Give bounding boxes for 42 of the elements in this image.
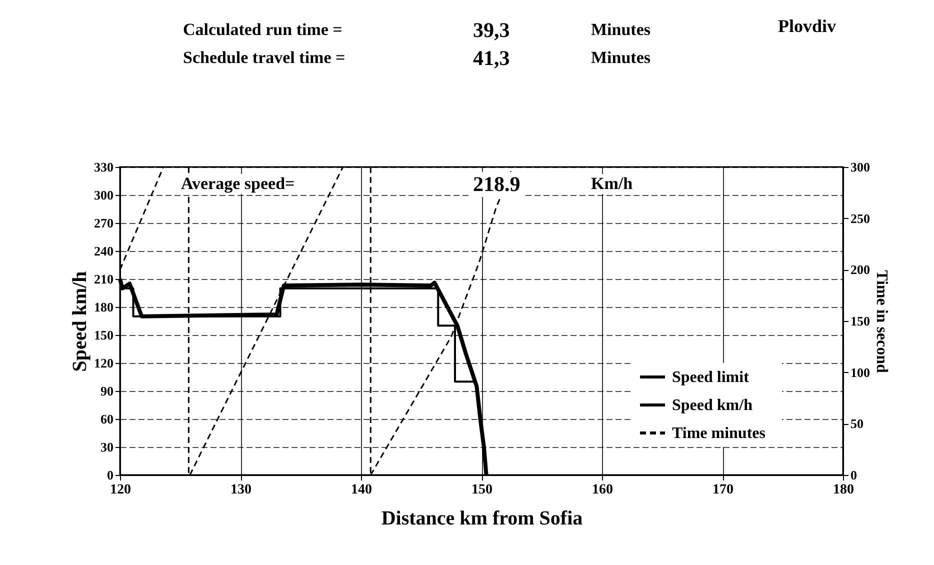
y-tick-label: 330 bbox=[94, 160, 114, 174]
x-axis-title: Distance km from Sofia bbox=[381, 508, 583, 530]
text: Calculated run time = bbox=[180, 20, 346, 40]
legend-label: Speed limit bbox=[672, 369, 750, 386]
y2-axis-title: Time in second bbox=[873, 270, 890, 374]
legend-label: Time minutes bbox=[672, 425, 766, 442]
y-tick-label: 270 bbox=[94, 216, 114, 230]
y2-tick-label: 100 bbox=[850, 364, 870, 380]
text: Minutes bbox=[588, 20, 654, 40]
annotation: 218.9 bbox=[470, 172, 524, 197]
x-tick-label: 120 bbox=[110, 482, 131, 498]
y-tick-label: 180 bbox=[94, 300, 114, 314]
text: 39,3 bbox=[470, 18, 513, 43]
y-tick-label: 60 bbox=[100, 412, 114, 426]
y-tick-label: 150 bbox=[94, 328, 114, 342]
y-tick-label: 210 bbox=[94, 272, 114, 286]
annotation: Km/h bbox=[588, 174, 636, 194]
y-tick-label: 0 bbox=[107, 468, 114, 482]
y2-tick-label: 150 bbox=[850, 314, 870, 328]
x-tick-label: 140 bbox=[351, 482, 372, 498]
y2-tick-label: 0 bbox=[850, 468, 857, 482]
x-tick-label: 180 bbox=[833, 482, 854, 498]
y-tick-label: 30 bbox=[100, 440, 114, 454]
y2-tick-label: 250 bbox=[850, 210, 870, 226]
y-tick-label: 240 bbox=[94, 244, 114, 258]
y2-tick-label: 50 bbox=[850, 416, 864, 432]
y-axis-title: Speed km/h bbox=[69, 271, 91, 372]
text: 41,3 bbox=[470, 46, 513, 71]
y2-tick-label: 200 bbox=[850, 262, 870, 278]
text: Minutes bbox=[588, 48, 654, 68]
x-tick-label: 160 bbox=[592, 482, 613, 498]
x-tick-label: 150 bbox=[472, 482, 492, 498]
y-tick-label: 120 bbox=[94, 356, 114, 370]
text: Schedule travel time = bbox=[180, 48, 348, 68]
y-tick-label: 90 bbox=[100, 384, 114, 398]
x-tick-label: 130 bbox=[230, 482, 252, 498]
legend-label: Speed km/h bbox=[672, 397, 753, 414]
x-tick-label: 170 bbox=[712, 482, 734, 498]
y2-tick-label: 300 bbox=[850, 160, 870, 174]
text: Plovdiv bbox=[775, 16, 840, 37]
y-tick-label: 300 bbox=[94, 188, 114, 202]
annotation: Average speed= bbox=[178, 174, 298, 194]
